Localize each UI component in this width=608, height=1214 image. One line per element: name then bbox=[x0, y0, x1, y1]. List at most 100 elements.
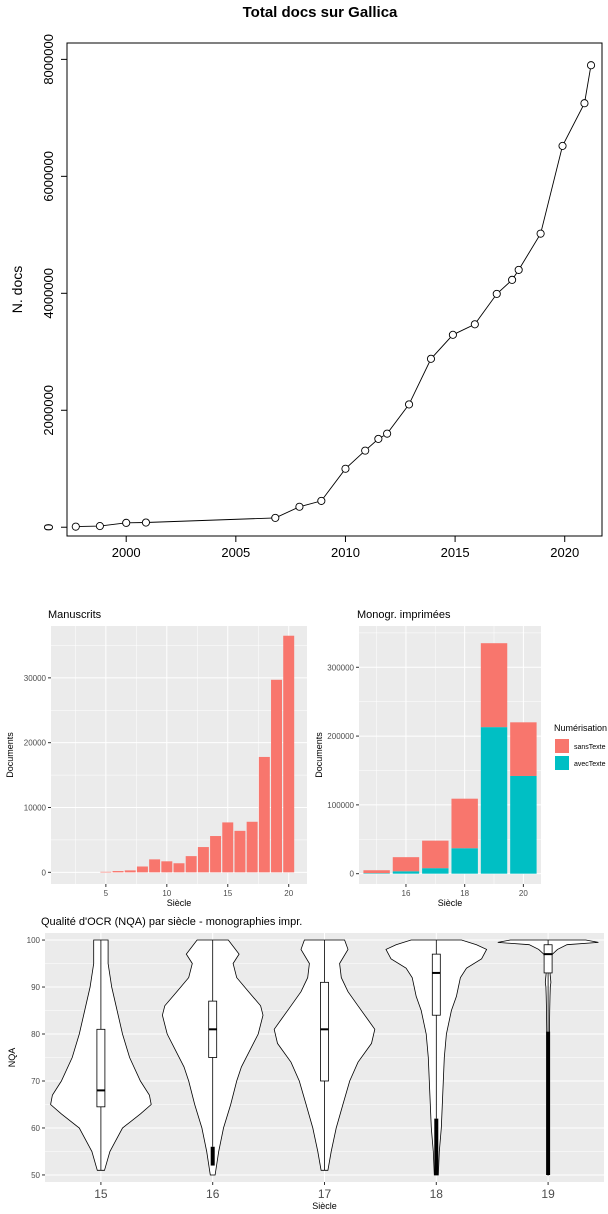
chart1-x-tick-label: 2000 bbox=[112, 545, 141, 560]
chart2-bar bbox=[161, 861, 173, 873]
chart1-point bbox=[141, 518, 150, 527]
chart4-x-tick-label: 16 bbox=[206, 1187, 220, 1201]
chart1-point bbox=[426, 354, 436, 363]
chart3-bar-sansTexte bbox=[363, 870, 390, 874]
chart3-bar-avecTexte bbox=[451, 848, 478, 874]
chart1-point bbox=[492, 289, 501, 298]
chart2-bar bbox=[222, 822, 234, 873]
chart2-bar bbox=[271, 679, 283, 873]
chart2-bar bbox=[246, 821, 258, 873]
chart1-series-line bbox=[75, 65, 592, 528]
chart3-legend-title: Numérisation bbox=[554, 723, 607, 733]
chart1-point bbox=[71, 522, 80, 531]
chart2-title: Manuscrits bbox=[48, 609, 102, 621]
chart1-point bbox=[404, 400, 414, 409]
chart3-y-tick-label: 300000 bbox=[327, 663, 354, 672]
chart1-y-axis-label: N. docs bbox=[9, 266, 25, 313]
chart1-x-tick-label: 2010 bbox=[331, 545, 360, 560]
chart3-legend-key-sansTexte bbox=[555, 739, 569, 753]
chart2-bar bbox=[210, 836, 222, 873]
chart4-x-tick-label: 15 bbox=[94, 1187, 108, 1201]
chart1-point bbox=[361, 446, 370, 455]
chart3-x-tick-label: 18 bbox=[460, 889, 469, 898]
chart1-point bbox=[514, 265, 523, 274]
chart3-title: Monogr. imprimées bbox=[357, 609, 451, 621]
chart4-y-tick-label: 80 bbox=[31, 1030, 40, 1039]
chart2-y-axis-label: Documents bbox=[5, 732, 15, 778]
chart4-box bbox=[431, 953, 441, 1016]
chart3-bar-avecTexte bbox=[422, 868, 449, 874]
chart4-x-tick-label: 19 bbox=[541, 1187, 555, 1201]
chart2-x-tick-label: 20 bbox=[284, 889, 293, 898]
chart4-y-tick-label: 50 bbox=[31, 1171, 40, 1180]
chart3-bar-sansTexte bbox=[392, 857, 420, 872]
chart1-y-tick-label: 8000000 bbox=[41, 34, 56, 85]
chart2-bar bbox=[136, 866, 148, 873]
chart3-bar-avecTexte bbox=[392, 871, 420, 874]
chart1-point bbox=[341, 464, 350, 473]
chart1-point bbox=[374, 434, 383, 443]
chart3-x-tick-label: 20 bbox=[519, 889, 528, 898]
chart2-bar bbox=[258, 756, 270, 873]
chart3-y-tick-label: 0 bbox=[350, 870, 355, 879]
chart1-point bbox=[586, 61, 596, 70]
chart2-bar bbox=[185, 856, 197, 873]
chart2-y-tick-label: 10000 bbox=[24, 804, 47, 813]
chart3-bar-sansTexte bbox=[480, 643, 508, 728]
chart2-y-tick-label: 30000 bbox=[24, 674, 47, 683]
chart4-box bbox=[543, 944, 553, 974]
chart4-box bbox=[320, 981, 329, 1082]
chart1-point bbox=[508, 275, 517, 284]
chart2-bar bbox=[112, 871, 124, 873]
chart1-x-tick-label: 2005 bbox=[221, 545, 250, 560]
chart4-box bbox=[96, 1028, 106, 1108]
chart3-x-tick-label: 16 bbox=[402, 889, 411, 898]
chart3-legend-label-sansTexte: sansTexte bbox=[574, 744, 606, 751]
chart4-x-tick-label: 17 bbox=[318, 1187, 332, 1201]
chart1-x-tick-label: 2020 bbox=[550, 545, 579, 560]
chart4-y-tick-label: 100 bbox=[27, 936, 41, 945]
chart2-bar bbox=[124, 870, 136, 873]
chart1-title: Total docs sur Gallica bbox=[243, 4, 398, 21]
chart1-y-tick-label: 2000000 bbox=[41, 385, 56, 436]
chart1-y-tick-label: 4000000 bbox=[41, 268, 56, 319]
chart1-point bbox=[295, 502, 304, 511]
chart3-bar-sansTexte bbox=[422, 840, 449, 869]
chart4-y-tick-label: 70 bbox=[31, 1077, 40, 1086]
chart1-point bbox=[122, 518, 131, 527]
chart1-frame bbox=[66, 42, 603, 537]
chart4-y-axis-label: NQA bbox=[7, 1048, 17, 1068]
chart4-title: Qualité d'OCR (NQA) par siècle - monogra… bbox=[41, 916, 302, 928]
chart2-bar bbox=[234, 830, 246, 873]
chart3-bar-sansTexte bbox=[510, 722, 537, 776]
chart1-point bbox=[271, 513, 280, 522]
chart1-point bbox=[580, 99, 589, 108]
chart1-y-tick-label: 0 bbox=[41, 524, 56, 531]
chart4-y-tick-label: 60 bbox=[31, 1124, 40, 1133]
chart3-y-tick-label: 100000 bbox=[327, 801, 354, 810]
chart4-x-axis-label: Siècle bbox=[312, 1201, 337, 1211]
chart3-bar-sansTexte bbox=[451, 798, 478, 849]
chart3-legend-key-avecTexte bbox=[555, 756, 569, 770]
chart1-point bbox=[448, 330, 457, 339]
chart3-y-tick-label: 200000 bbox=[327, 732, 354, 741]
chart1-x-tick-label: 2015 bbox=[441, 545, 470, 560]
chart4-y-tick-label: 90 bbox=[31, 983, 40, 992]
chart2-bar bbox=[197, 847, 209, 873]
chart2-bar bbox=[173, 863, 185, 873]
chart3-bar-avecTexte bbox=[363, 873, 390, 874]
chart2-x-tick-label: 15 bbox=[223, 889, 232, 898]
chart1-point bbox=[317, 496, 326, 505]
chart1-point bbox=[95, 522, 104, 531]
chart2-bar bbox=[149, 859, 161, 873]
chart1-y-tick-label: 6000000 bbox=[41, 151, 56, 202]
chart2-y-tick-label: 20000 bbox=[24, 739, 47, 748]
chart2-y-tick-label: 0 bbox=[42, 868, 47, 877]
chart2-x-axis-label: Siècle bbox=[167, 898, 192, 908]
chart2-x-tick-label: 5 bbox=[104, 889, 109, 898]
chart3-bar-avecTexte bbox=[480, 727, 508, 874]
chart4-x-tick-label: 18 bbox=[430, 1187, 444, 1201]
chart1-point bbox=[470, 320, 479, 329]
chart2-x-tick-label: 10 bbox=[162, 889, 171, 898]
